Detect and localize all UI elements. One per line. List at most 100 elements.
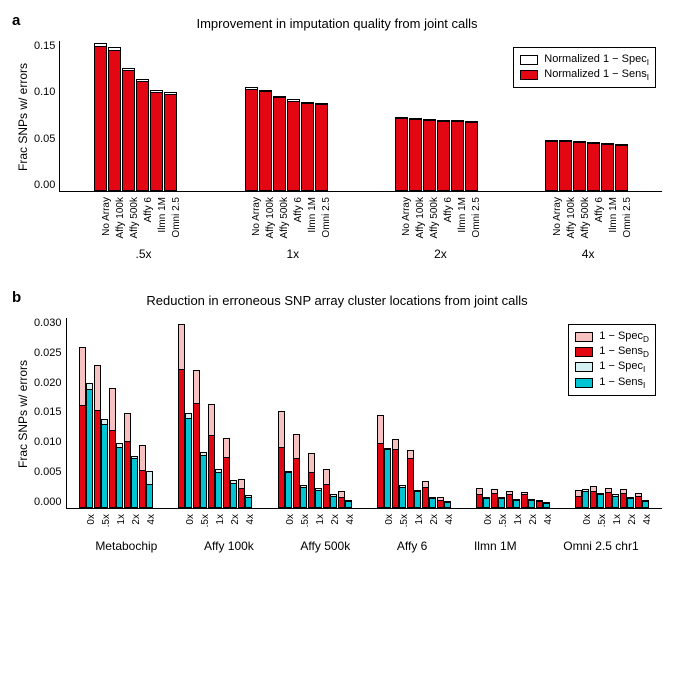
bar-stack-d (635, 493, 642, 508)
group-label: Metabochip (95, 539, 157, 553)
bar-stack-i (483, 497, 490, 508)
bar-segment (86, 390, 93, 508)
bar-segment (545, 142, 558, 191)
bar-segment (94, 47, 107, 191)
group-label: 4x (582, 247, 595, 261)
bar-segment (122, 71, 135, 191)
bar-segment (238, 489, 245, 508)
bar-group: No ArrayAffy 100kAffy 500kAffy 6Ilmn 1MO… (395, 41, 478, 191)
bar-segment (124, 413, 131, 442)
bar-segment (193, 404, 200, 508)
bar-stack-d (620, 489, 627, 508)
bar-stack (451, 120, 464, 191)
bar-stack-d (338, 491, 345, 508)
category-label: .5x (200, 514, 211, 527)
bar-stack-i (528, 499, 535, 508)
bar-segment (124, 442, 131, 508)
bar-stack (259, 90, 272, 191)
legend-row: 1 − SensD (575, 345, 649, 359)
bar-segment (437, 122, 450, 191)
bar-segment (422, 481, 429, 488)
bar-segment (300, 488, 307, 508)
bar-segment (193, 370, 200, 405)
legend-row: 1 − SensI (575, 376, 649, 390)
bar-stack-d (238, 479, 245, 508)
category-label: 0x (582, 514, 593, 525)
ytick: 0.10 (34, 87, 55, 98)
bar-stack-d (536, 500, 543, 508)
category-label: 2x (627, 514, 638, 525)
bar-stack-d (422, 481, 429, 508)
group-label: Affy 6 (397, 539, 427, 553)
bar-stack-i (101, 419, 108, 508)
bar-segment (543, 504, 550, 508)
bar-pair: 0x (377, 415, 391, 508)
category-label: Affy 500k (580, 197, 591, 239)
bar-segment (323, 485, 330, 508)
bar-column: Affy 6 (287, 99, 300, 191)
bar-stack-d (278, 411, 285, 508)
bar-segment (208, 436, 215, 508)
bar-segment (601, 145, 614, 191)
category-label: 1x (513, 514, 524, 525)
bar-pair: 1x (506, 491, 520, 508)
bar-stack-i (285, 471, 292, 508)
category-label: .5x (399, 514, 410, 527)
legend-row: 1 − SpecI (575, 360, 649, 374)
bar-column: Ilmn 1M (301, 102, 314, 191)
bar-segment (392, 439, 399, 451)
bar-segment (377, 415, 384, 444)
bar-segment (575, 497, 582, 509)
bar-pair: 1x (407, 450, 421, 508)
bar-segment (323, 469, 330, 485)
bar-pair: 4x (635, 493, 649, 508)
bar-segment (86, 383, 93, 390)
category-label: No Array (401, 197, 412, 236)
bar-segment (587, 144, 600, 191)
bar-stack-d (392, 439, 399, 508)
bar-column: Affy 6 (136, 79, 149, 191)
panel-a-legend: Normalized 1 − SpecINormalized 1 − SensI (513, 47, 656, 88)
bar-pair: 1x (605, 488, 619, 508)
bar-segment (108, 51, 121, 191)
bar-segment (230, 484, 237, 508)
bar-stack (559, 140, 572, 191)
bar-stack (301, 102, 314, 191)
bar-stack-i (513, 499, 520, 508)
group-label: 1x (286, 247, 299, 261)
category-label: 1x (612, 514, 623, 525)
category-label: Affy 100k (115, 197, 126, 239)
bar-segment (521, 495, 528, 508)
category-label: No Array (552, 197, 563, 236)
bar-segment (200, 456, 207, 508)
bar-segment (139, 471, 146, 508)
category-label: Affy 6 (143, 197, 154, 222)
bar-segment (409, 120, 422, 191)
group-label: 2x (434, 247, 447, 261)
category-label: 4x (146, 514, 157, 525)
bar-segment (315, 491, 322, 508)
category-label: Affy 6 (594, 197, 605, 222)
ytick: 0.000 (34, 497, 62, 508)
bar-segment (330, 497, 337, 509)
bar-column: Ilmn 1M (601, 143, 614, 191)
bar-segment (308, 473, 315, 508)
ytick: 0.025 (34, 348, 62, 359)
bar-segment (528, 501, 535, 508)
bar-stack (587, 142, 600, 191)
category-label: 1x (116, 514, 127, 525)
category-label: 4x (444, 514, 455, 525)
bar-group: 0x.5x1x2x4x (377, 318, 451, 508)
bar-stack-i (330, 494, 337, 508)
legend-row: Normalized 1 − SpecI (520, 53, 649, 67)
category-label: Affy 500k (129, 197, 140, 239)
bar-stack-d (139, 445, 146, 508)
bar-stack-i (345, 500, 352, 508)
bar-segment (116, 448, 123, 508)
bar-segment (559, 142, 572, 191)
bar-segment (506, 495, 513, 508)
bar-segment (223, 438, 230, 458)
bar-pair: 2x (620, 489, 634, 508)
bar-stack-i (582, 489, 589, 508)
bar-segment (215, 473, 222, 508)
